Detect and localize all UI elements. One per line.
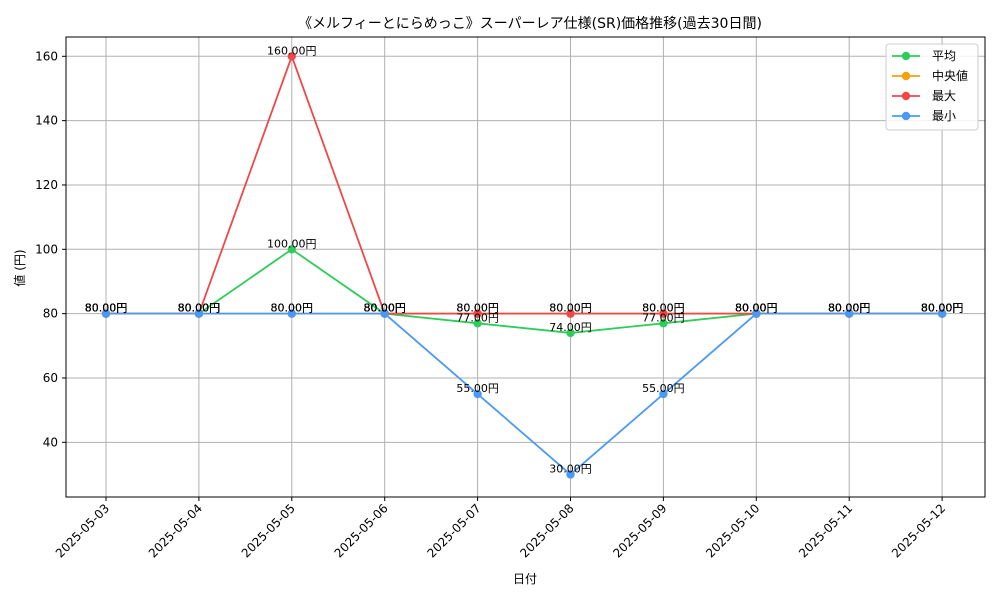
data-label: 80.00円 (85, 302, 128, 315)
data-label: 30.00円 (549, 462, 592, 475)
legend-marker (901, 51, 911, 61)
data-label: 80.00円 (921, 302, 964, 315)
data-label: 80.00円 (456, 302, 499, 315)
x-tick-label: 2025-05-09 (610, 501, 669, 560)
data-label: 80.00円 (363, 302, 406, 315)
data-label: 55.00円 (456, 382, 499, 395)
x-tick-label: 2025-05-11 (796, 501, 855, 560)
data-label: 160.00円 (267, 44, 317, 57)
data-label: 80.00円 (363, 302, 406, 315)
y-tick-label: 40 (43, 435, 58, 449)
data-label: 80.00円 (921, 302, 964, 315)
chart-title: 《メルフィーとにらめっこ》スーパーレア仕様(SR)価格推移(過去30日間) (298, 16, 762, 32)
legend-entry: 最大 (932, 89, 956, 103)
plot-area (66, 37, 985, 497)
x-tick-label: 2025-05-04 (146, 501, 205, 560)
data-label: 80.00円 (921, 302, 964, 315)
data-label: 80.00円 (178, 302, 221, 315)
data-label: 80.00円 (735, 302, 778, 315)
data-labels: 80.00円 80.00円100.00円80.00円77.00円74.00円77.… (85, 44, 964, 475)
legend-entry: 最小 (932, 109, 956, 123)
data-label: 80.00円 (549, 302, 592, 315)
data-label: 80.00円 (85, 302, 128, 315)
data-label: 80.00円 (828, 302, 871, 315)
data-point (566, 470, 575, 479)
data-point (659, 309, 668, 318)
x-tick-label: 2025-05-08 (517, 501, 576, 560)
y-tick-label: 160 (35, 49, 58, 63)
data-point (287, 245, 296, 254)
legend-marker (901, 71, 911, 81)
data-point (287, 52, 296, 61)
data-label: 80.00円 (271, 302, 314, 315)
data-point (659, 389, 668, 399)
data-label: 80.00円 (178, 302, 221, 315)
data-point (752, 309, 761, 318)
data-point (473, 309, 482, 318)
data-label: 80.00円 (828, 302, 871, 315)
data-point (566, 309, 575, 318)
y-tick-label: 80 (43, 307, 58, 321)
data-point (101, 309, 111, 318)
data-label: 80.00円 (178, 302, 221, 315)
x-tick-label: 2025-05-12 (889, 501, 948, 560)
data-label: 74.00円 (549, 321, 592, 334)
x-tick-label: 2025-05-03 (53, 501, 112, 560)
data-point (845, 309, 854, 318)
data-label: 55.00円 (642, 382, 685, 395)
series-lines (101, 52, 947, 479)
x-tick-label: 2025-05-10 (703, 501, 762, 560)
y-tick-label: 60 (43, 371, 58, 385)
plot-frame (65, 36, 986, 498)
data-label: 80.00円 (828, 302, 871, 315)
legend-marker (901, 91, 911, 101)
data-label: 80.00円 (271, 302, 314, 315)
data-label: 80.00円 (363, 302, 406, 315)
data-label: 80.00円 (735, 302, 778, 315)
legend-entry: 中央値 (932, 68, 968, 83)
data-label: 77.00円 (456, 311, 499, 324)
x-tick-label: 2025-05-05 (239, 501, 298, 560)
data-label: 80.00円 (549, 302, 592, 315)
data-label: 80.00円 (85, 302, 128, 315)
y-tick-label: 120 (35, 178, 58, 192)
data-label: 100.00円 (267, 237, 317, 250)
y-tick-label: 100 (35, 242, 58, 256)
legend-marker (901, 111, 911, 121)
data-label: 80.00円 (456, 302, 499, 315)
data-point (473, 389, 482, 399)
data-point (380, 309, 389, 318)
data-label: 77.00円 (642, 311, 685, 324)
series-line (106, 312, 943, 476)
data-point (473, 319, 482, 328)
x-tick-label: 2025-05-07 (425, 501, 484, 560)
data-label: 80.00円 (735, 302, 778, 315)
legend-entry: 平均 (932, 49, 956, 63)
data-point (937, 309, 947, 318)
data-label: 80.00円 (178, 302, 221, 315)
data-label: 80.00円 (921, 302, 964, 315)
data-point (287, 309, 296, 318)
y-axis-title: 値 (円) (12, 249, 27, 286)
data-label: 80.00円 (642, 302, 685, 315)
x-axis-title: 日付 (513, 572, 537, 586)
data-label: 80.00円 (735, 302, 778, 315)
data-point (566, 328, 575, 338)
x-tick-label: 2025-05-06 (332, 501, 391, 560)
data-label: 80.00円 (85, 302, 128, 315)
legend-box (885, 43, 979, 131)
data-point (194, 309, 204, 318)
data-label: 80.00円 (828, 302, 871, 315)
data-label: 80.00円 (363, 302, 406, 315)
y-tick-label: 140 (35, 114, 58, 128)
data-point (659, 319, 668, 328)
data-label: 80.00円 (642, 302, 685, 315)
